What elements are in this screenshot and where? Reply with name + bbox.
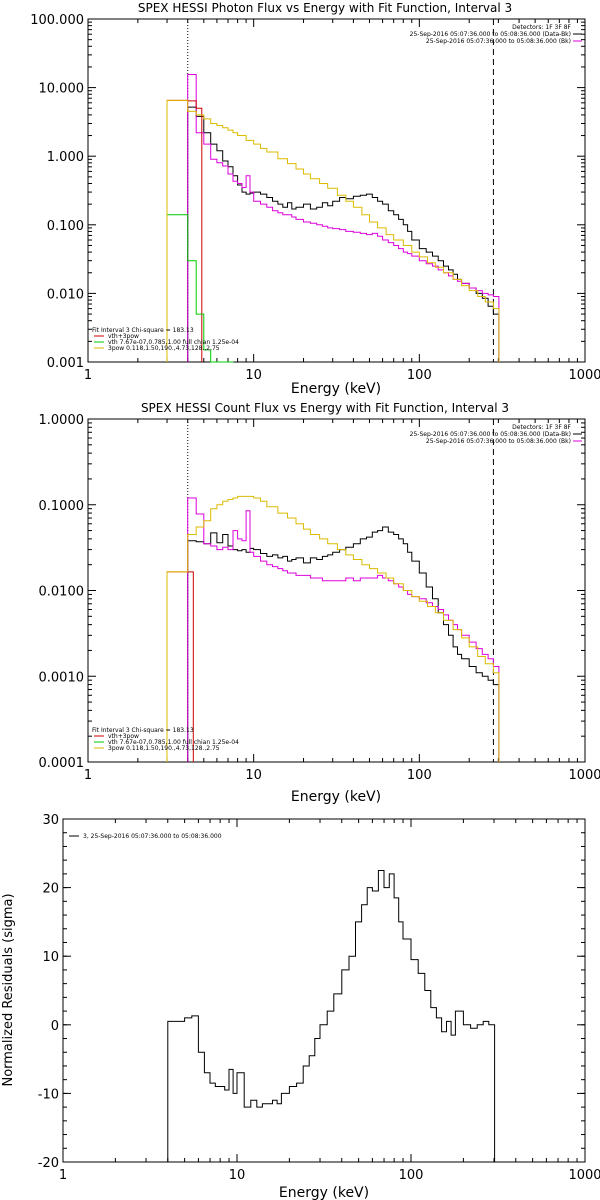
y-tick-label: 0.001 <box>47 356 84 371</box>
residuals-plot-frame <box>62 818 586 1163</box>
residuals-x-axis-label: Energy (keV) <box>279 1185 369 1200</box>
y-tick-label: 0.0010 <box>39 670 85 685</box>
y-tick-label: 10 <box>42 950 59 965</box>
series-data-bk <box>187 106 500 362</box>
fit-legend-text: Fit Interval 3 Chi-square = 183.13 <box>92 327 194 334</box>
y-tick-label: 0.100 <box>47 219 84 234</box>
fit-legend-text: vth 7.67e-07,0.785,1.00 full chian 1.25e… <box>108 339 239 346</box>
x-tick-label: 10 <box>245 368 262 383</box>
x-tick-label: 1000 <box>568 768 600 783</box>
photon-chart-title: SPEX HESSI Photon Flux vs Energy with Fi… <box>138 1 512 15</box>
x-tick-label: 10 <box>245 768 262 783</box>
series-3pow <box>166 495 500 762</box>
y-tick-label: 0.0001 <box>39 756 85 771</box>
fit-legend-text: vth+3pow <box>108 733 139 740</box>
y-tick-label: 1.000 <box>47 150 84 165</box>
photon-fit-legend: Fit Interval 3 Chi-square = 183.13vth+3p… <box>92 327 239 352</box>
residuals-ticks: 1 10 100 1000 -20 -10 0 10 20 30 <box>38 813 600 1183</box>
count-x-axis-label: Energy (keV) <box>291 789 381 805</box>
photon-ticks: 1 10 100 1000 0.001 0.010 0.100 1.000 10.000 100.… <box>30 13 600 383</box>
fit-legend-text: 3pow 0.118,1.50,190.,4.73,128.,2.75 <box>108 345 220 352</box>
residuals-series <box>167 870 496 1162</box>
header-legend-text: 25-Sep-2016 05:07:36.000 to 05:08:36.000… <box>426 438 571 445</box>
fit-legend-text: vth 7.67e-07,0.785,1.00 full chian 1.25e… <box>108 739 239 746</box>
x-tick-label: 100 <box>407 368 432 383</box>
count-fit-legend: Fit Interval 3 Chi-square = 183.13vth+3p… <box>92 727 239 752</box>
residuals-y-axis-label: Normalized Residuals (sigma) <box>1 893 16 1086</box>
series-3pow <box>166 99 500 362</box>
x-tick-label: 10 <box>229 1168 246 1183</box>
y-tick-label: 0 <box>51 1019 59 1034</box>
photon-x-axis-label: Energy (keV) <box>291 381 381 397</box>
y-tick-label: 0.0100 <box>39 585 85 600</box>
x-tick-label: 100 <box>399 1168 424 1183</box>
y-tick-label: 1.0000 <box>39 413 85 428</box>
x-tick-label: 1 <box>59 1168 67 1183</box>
x-tick-label: 1000 <box>568 1168 600 1183</box>
photon-flux-panel: SPEX HESSI Photon Flux vs Energy with Fi… <box>30 1 600 397</box>
residuals-legend: 3, 25-Sep-2016 05:07:36.000 to 05:08:36.… <box>69 833 222 840</box>
header-legend-text: 25-Sep-2016 05:07:36.000 to 05:08:36.000… <box>410 31 571 38</box>
count-series <box>166 495 500 762</box>
header-legend-text: Detectors: 1F 3F 8F <box>512 24 571 31</box>
photon-series <box>166 74 500 363</box>
y-tick-label: 10.000 <box>39 82 85 97</box>
fit-legend-text: 3, 25-Sep-2016 05:07:36.000 to 05:08:36.… <box>83 833 222 840</box>
header-legend-text: 25-Sep-2016 05:07:36.000 to 05:08:36.000… <box>426 38 571 45</box>
count-flux-panel: SPEX HESSI Count Flux vs Energy with Fit… <box>39 401 600 805</box>
fit-legend-text: vth+3pow <box>108 333 139 340</box>
header-legend-text: 25-Sep-2016 05:07:36.000 to 05:08:36.000… <box>410 431 571 438</box>
count-chart-title: SPEX HESSI Count Flux vs Energy with Fit… <box>141 401 509 415</box>
residuals-panel: 1 10 100 1000 -20 -10 0 10 20 30 3, 25-Sep-2016 0… <box>1 813 600 1200</box>
y-tick-label: 0.1000 <box>39 499 85 514</box>
x-tick-label: 1000 <box>568 368 600 383</box>
series-bk <box>187 74 500 362</box>
header-legend-text: Detectors: 1F 3F 8F <box>512 424 571 431</box>
fit-legend-text: 3pow 0.118,1.50,190.,4.73,128.,2.75 <box>108 745 220 752</box>
y-tick-label: 0.010 <box>47 287 84 302</box>
photon-plot-frame <box>87 18 586 363</box>
fit-legend-text: Fit Interval 3 Chi-square = 183.13 <box>92 727 194 734</box>
y-tick-label: -20 <box>38 1156 59 1171</box>
series-3-25-sep-2016-05-07-36-000-to-05-08-36-000 <box>167 870 496 1162</box>
x-tick-label: 100 <box>407 768 432 783</box>
y-tick-label: -10 <box>38 1087 59 1102</box>
y-tick-label: 30 <box>42 813 59 828</box>
y-tick-label: 100.000 <box>30 13 84 28</box>
series-vth <box>166 214 234 363</box>
x-tick-label: 1 <box>84 768 92 783</box>
x-tick-label: 1 <box>84 368 92 383</box>
y-tick-label: 20 <box>42 882 59 897</box>
count-ticks: 1 10 100 1000 0.0001 0.0010 0.0100 0.1000 1.0000 <box>39 413 600 783</box>
